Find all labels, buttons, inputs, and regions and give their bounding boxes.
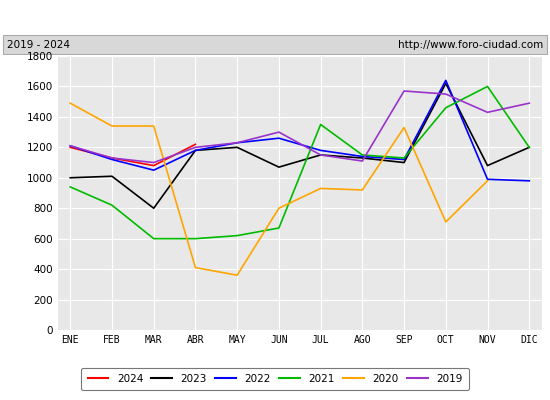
Text: http://www.foro-ciudad.com: http://www.foro-ciudad.com — [398, 40, 543, 50]
Text: 2019 - 2024: 2019 - 2024 — [7, 40, 70, 50]
Legend: 2024, 2023, 2022, 2021, 2020, 2019: 2024, 2023, 2022, 2021, 2020, 2019 — [81, 368, 469, 390]
FancyBboxPatch shape — [3, 35, 547, 54]
Text: Evolucion Nº Turistas Nacionales en el municipio de Bollullos de la Mitación: Evolucion Nº Turistas Nacionales en el m… — [2, 10, 548, 24]
